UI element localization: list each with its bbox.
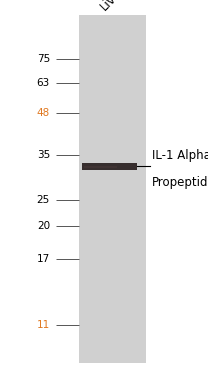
Bar — [79, 15, 146, 363]
Text: 48: 48 — [37, 108, 50, 118]
Text: 75: 75 — [37, 54, 50, 65]
Bar — [84, 166, 117, 168]
Text: Propeptide: Propeptide — [152, 176, 208, 189]
Text: IL-1 Alpha: IL-1 Alpha — [152, 149, 208, 162]
Text: 25: 25 — [37, 195, 50, 205]
Bar — [82, 163, 137, 170]
Text: 11: 11 — [37, 320, 50, 330]
Text: 35: 35 — [37, 150, 50, 160]
Text: 63: 63 — [37, 78, 50, 88]
Text: Liver: Liver — [97, 0, 127, 13]
Text: 20: 20 — [37, 221, 50, 231]
Text: 17: 17 — [37, 254, 50, 264]
